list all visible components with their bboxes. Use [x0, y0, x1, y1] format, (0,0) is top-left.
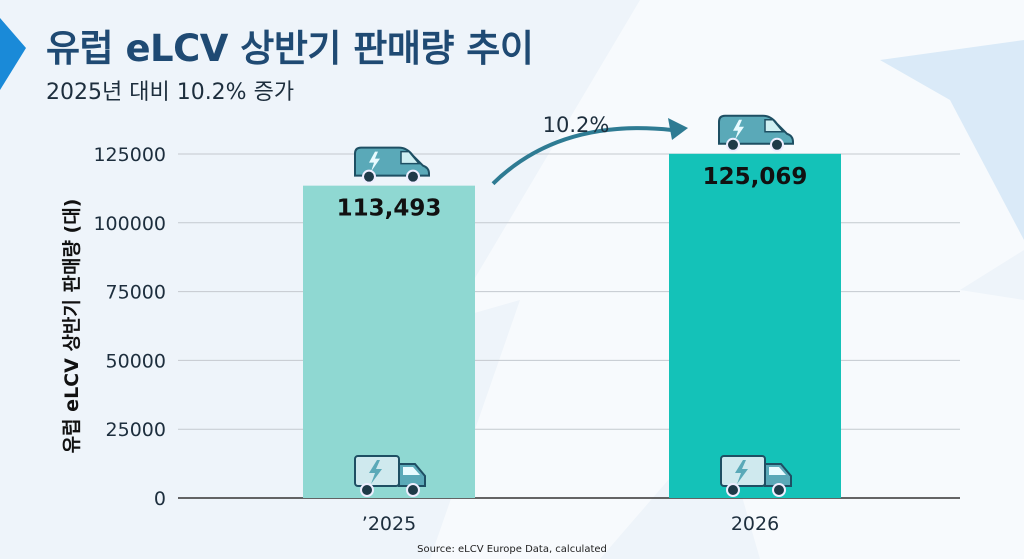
wheel — [362, 169, 376, 184]
wheel — [406, 483, 420, 497]
electric-van-icon — [354, 146, 430, 184]
growth-arrow-head — [668, 118, 688, 140]
accent-chevron — [0, 18, 26, 90]
electric-van-icon — [718, 114, 794, 152]
chart-subtitle: 2025년 대비 10.2% 증가 — [46, 80, 295, 105]
bar-2026 — [669, 153, 841, 498]
y-axis-label: 유럽 eLCV 상반기 판매량 (대) — [61, 199, 83, 454]
wheel — [726, 483, 740, 497]
van-window — [400, 150, 421, 165]
wheel — [726, 137, 740, 152]
truck-window — [403, 467, 420, 475]
bolt-icon — [369, 151, 380, 172]
chart-title: 유럽 eLCV 상반기 판매량 추이 — [46, 27, 534, 70]
bar-value-label: 113,493 — [337, 196, 442, 222]
wheel — [406, 169, 420, 184]
x-tick-label: 2026 — [731, 513, 779, 535]
y-tick-label: 100000 — [93, 213, 166, 235]
bolt-icon — [733, 119, 744, 140]
growth-annotation: 10.2% — [543, 113, 610, 137]
wheel — [770, 137, 784, 152]
bar-value-label: 125,069 — [703, 164, 808, 190]
y-tick-label: 50000 — [106, 350, 166, 372]
bar-2025 — [303, 185, 475, 498]
y-tick-label: 125000 — [93, 144, 166, 166]
y-tick-label: 75000 — [106, 282, 166, 304]
y-tick-label: 25000 — [106, 419, 166, 441]
x-tick-label: ’2025 — [362, 513, 416, 535]
wheel — [772, 483, 786, 497]
van-window — [764, 119, 785, 133]
electric-truck-icon — [720, 455, 792, 497]
y-tick-label: 0 — [154, 488, 166, 510]
bolt-icon — [735, 460, 748, 484]
electric-truck-icon — [354, 455, 426, 497]
truck-window — [769, 467, 786, 475]
source-note: Source: eLCV Europe Data, calculated — [417, 544, 607, 555]
bolt-icon — [369, 460, 382, 484]
wheel — [360, 483, 374, 497]
lightning-decoration-light — [880, 40, 1024, 240]
growth-arrow-line — [491, 126, 673, 186]
